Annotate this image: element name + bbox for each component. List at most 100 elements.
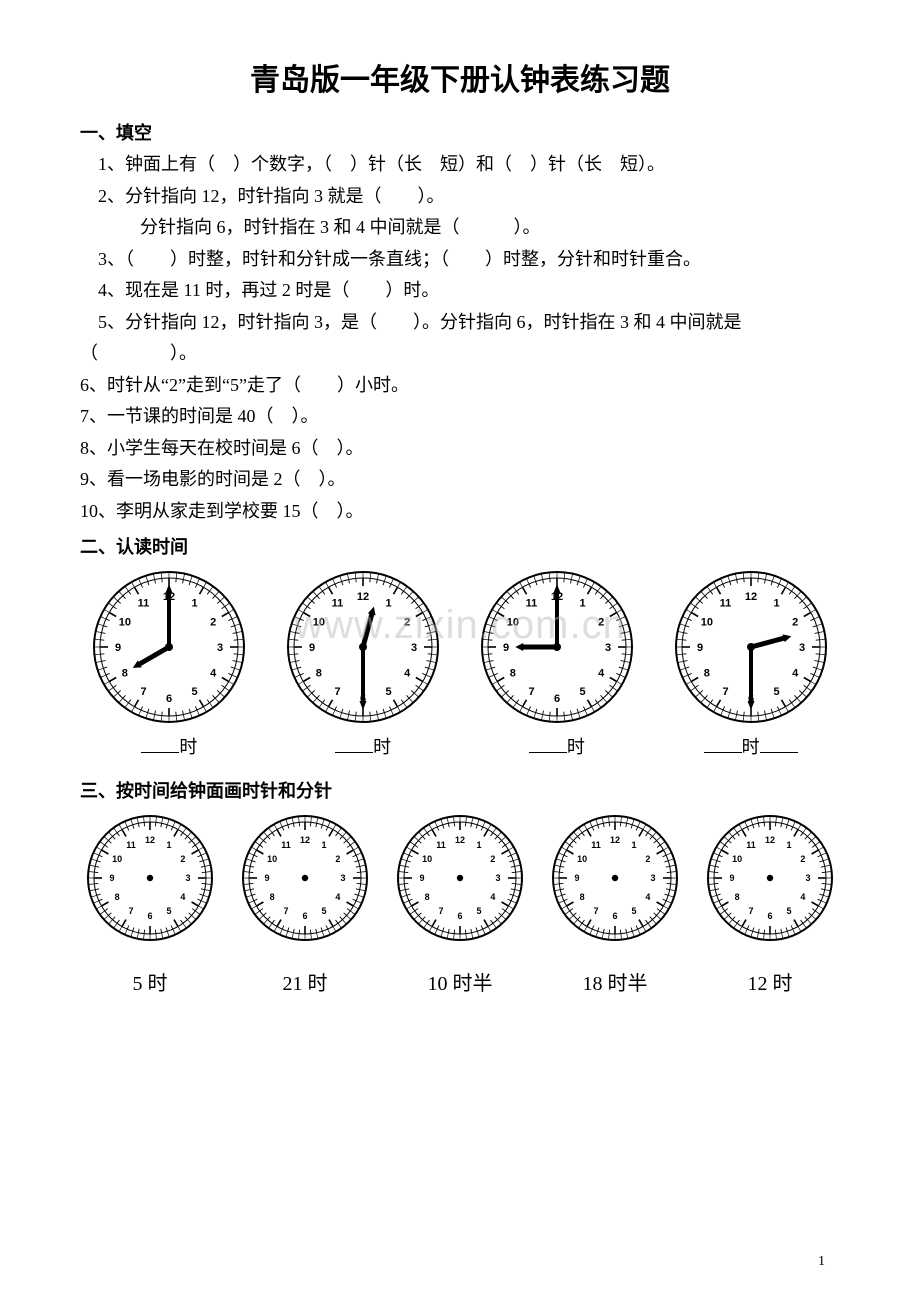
svg-text:9: 9 [309, 642, 315, 654]
svg-text:11: 11 [719, 598, 731, 610]
clock-row-draw: 1234567891011125 时12345678910111221 时123… [80, 813, 840, 996]
clock-face-icon: 123456789101112 [85, 813, 215, 943]
svg-text:1: 1 [386, 598, 392, 610]
svg-text:11: 11 [126, 840, 136, 850]
svg-text:11: 11 [332, 598, 344, 610]
svg-text:3: 3 [799, 642, 805, 654]
svg-text:12: 12 [300, 835, 310, 845]
svg-text:6: 6 [147, 911, 152, 921]
svg-text:2: 2 [800, 854, 805, 864]
svg-text:4: 4 [598, 667, 605, 679]
svg-text:12: 12 [765, 835, 775, 845]
svg-text:2: 2 [335, 854, 340, 864]
clock-draw-0: 1234567891011125 时 [80, 813, 220, 996]
svg-text:3: 3 [185, 873, 190, 883]
svg-text:11: 11 [591, 840, 601, 850]
svg-text:9: 9 [503, 642, 509, 654]
svg-text:5: 5 [386, 686, 392, 698]
svg-text:4: 4 [792, 667, 799, 679]
svg-text:2: 2 [598, 616, 604, 628]
svg-text:4: 4 [180, 892, 185, 902]
svg-text:6: 6 [457, 911, 462, 921]
clock-draw-label: 5 时 [80, 967, 220, 996]
svg-text:7: 7 [283, 906, 288, 916]
q5b: （ ）。 [80, 338, 840, 370]
svg-text:7: 7 [128, 906, 133, 916]
svg-text:7: 7 [335, 686, 341, 698]
svg-text:8: 8 [316, 667, 322, 679]
svg-text:1: 1 [192, 598, 198, 610]
clock-read-label: 时 [274, 733, 453, 759]
svg-text:7: 7 [722, 686, 728, 698]
svg-text:11: 11 [138, 598, 150, 610]
svg-text:12: 12 [745, 591, 757, 603]
svg-text:5: 5 [321, 906, 326, 916]
svg-text:6: 6 [166, 693, 172, 705]
svg-text:10: 10 [313, 616, 325, 628]
svg-text:9: 9 [419, 873, 424, 883]
svg-text:10: 10 [267, 854, 277, 864]
clock-draw-2: 12345678910111210 时半 [390, 813, 530, 996]
svg-text:1: 1 [166, 840, 171, 850]
svg-text:9: 9 [574, 873, 579, 883]
svg-text:10: 10 [577, 854, 587, 864]
svg-text:8: 8 [270, 892, 275, 902]
svg-text:10: 10 [700, 616, 712, 628]
svg-text:9: 9 [264, 873, 269, 883]
svg-text:5: 5 [631, 906, 636, 916]
q5a: 5、分针指向 12，时针指向 3，是（ ）。分针指向 6，时针指在 3 和 4 … [98, 307, 840, 339]
page-number: 1 [818, 1254, 825, 1270]
svg-text:7: 7 [141, 686, 147, 698]
clock-draw-1: 12345678910111221 时 [235, 813, 375, 996]
svg-text:8: 8 [425, 892, 430, 902]
svg-text:6: 6 [612, 911, 617, 921]
svg-text:12: 12 [145, 835, 155, 845]
svg-text:6: 6 [554, 693, 560, 705]
q2: 2、分针指向 12，时针指向 3 就是（ ）。 [98, 181, 840, 213]
clock-draw-label: 18 时半 [545, 967, 685, 996]
clock-draw-3: 12345678910111218 时半 [545, 813, 685, 996]
clock-draw-label: 21 时 [235, 967, 375, 996]
svg-text:5: 5 [166, 906, 171, 916]
svg-text:9: 9 [697, 642, 703, 654]
clock-read-3: 123456789101112时 [661, 569, 840, 759]
svg-text:10: 10 [119, 616, 131, 628]
svg-text:9: 9 [729, 873, 734, 883]
clock-read-label: 时 [468, 733, 647, 759]
svg-text:10: 10 [732, 854, 742, 864]
svg-text:7: 7 [528, 686, 534, 698]
svg-text:12: 12 [455, 835, 465, 845]
clock-face-icon: 123456789101112 [479, 569, 635, 725]
svg-text:2: 2 [210, 616, 216, 628]
svg-text:7: 7 [593, 906, 598, 916]
clock-face-icon: 123456789101112 [705, 813, 835, 943]
section3-heading: 三、按时间给钟面画时针和分针 [80, 777, 840, 803]
svg-text:11: 11 [746, 840, 756, 850]
clock-draw-label: 10 时半 [390, 967, 530, 996]
q9: 9、看一场电影的时间是 2（ ）。 [80, 464, 840, 496]
clock-draw-4: 12345678910111212 时 [700, 813, 840, 996]
svg-text:12: 12 [357, 591, 369, 603]
svg-text:3: 3 [805, 873, 810, 883]
svg-text:4: 4 [645, 892, 650, 902]
clock-read-0: 123456789101112时 [80, 569, 259, 759]
svg-text:2: 2 [490, 854, 495, 864]
svg-text:3: 3 [605, 642, 611, 654]
svg-text:9: 9 [115, 642, 121, 654]
svg-text:3: 3 [217, 642, 223, 654]
svg-text:1: 1 [321, 840, 326, 850]
svg-text:3: 3 [650, 873, 655, 883]
clock-read-2: 123456789101112时 [468, 569, 647, 759]
svg-text:4: 4 [210, 667, 217, 679]
q1: 1、钟面上有（ ）个数字，（ ）针（长 短）和（ ）针（长 短）。 [98, 149, 840, 181]
svg-text:8: 8 [580, 892, 585, 902]
svg-text:2: 2 [792, 616, 798, 628]
svg-text:5: 5 [192, 686, 198, 698]
svg-text:11: 11 [436, 840, 446, 850]
q10: 10、李明从家走到学校要 15（ ）。 [80, 496, 840, 528]
svg-text:9: 9 [109, 873, 114, 883]
svg-text:3: 3 [411, 642, 417, 654]
svg-text:8: 8 [115, 892, 120, 902]
clock-read-1: 123456789101112时 [274, 569, 453, 759]
section2-heading: 二、认读时间 [80, 533, 840, 559]
